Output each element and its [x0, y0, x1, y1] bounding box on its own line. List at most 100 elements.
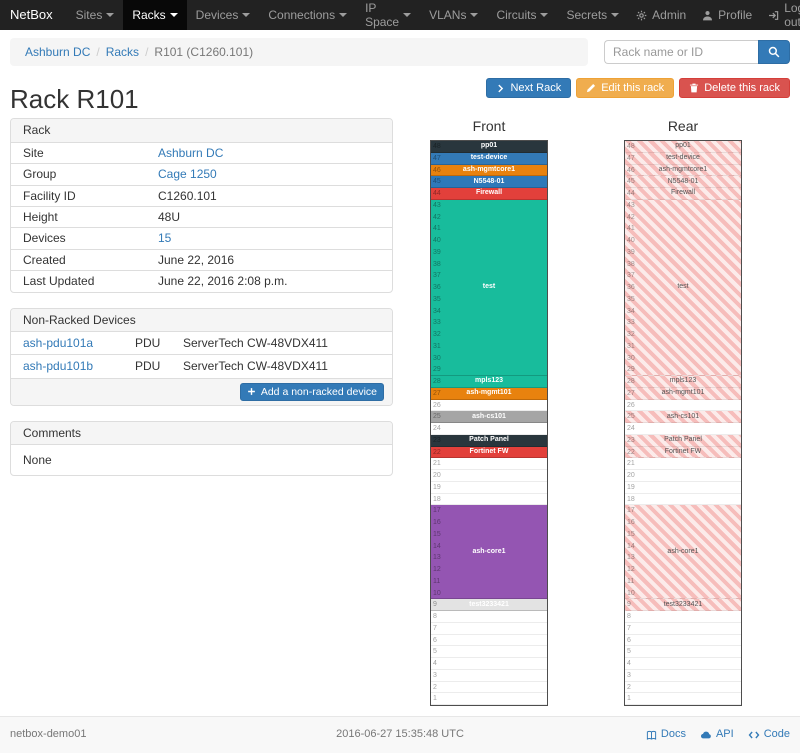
unit-number: 31	[433, 342, 441, 350]
unit-number: 9	[627, 601, 631, 609]
device-mpls123-front[interactable]: mpls123	[431, 376, 547, 388]
device-link-ash-pdu101b[interactable]: ash-pdu101b	[23, 359, 94, 374]
device-test-device-rear[interactable]: test-device	[625, 152, 741, 165]
nav-item-vlans[interactable]: VLANs	[420, 0, 487, 30]
unit-number: 24	[627, 425, 635, 433]
rack-unit-2	[625, 682, 741, 694]
front-elevation-column: Front 48 47 46 45 44 43 42 41 40 39 38 37 36 35 34 33 32…	[430, 118, 548, 707]
button-label: Edit this rack	[601, 82, 665, 95]
attribute-value-site[interactable]: Ashburn DC	[158, 145, 224, 160]
add-non-racked-device-button[interactable]: Add a non-racked device	[239, 382, 384, 401]
unit-number: 6	[627, 636, 631, 644]
plus-icon	[247, 387, 256, 396]
next-rack-button[interactable]: Next Rack	[486, 78, 572, 99]
device-patch-panel-rear[interactable]: Patch Panel	[625, 434, 741, 447]
breadcrumb-item-racks[interactable]: Racks	[105, 45, 140, 59]
unit-number: 18	[433, 495, 441, 503]
caret-down-icon	[540, 13, 549, 17]
non-racked-table: ash-pdu101a PDU ServerTech CW-48VDX411 ash-…	[11, 332, 392, 378]
search-button[interactable]	[758, 40, 790, 65]
unit-number: 8	[433, 613, 437, 621]
unit-number: 34	[433, 307, 441, 315]
device-fortinet-fw-front[interactable]: Fortinet FW	[431, 446, 547, 459]
unit-number: 13	[627, 554, 635, 562]
device-ash-mgmt101-front[interactable]: ash-mgmt101	[431, 387, 547, 400]
attribute-label: Facility ID	[23, 188, 76, 203]
rack-unit-6	[431, 635, 547, 647]
device-test3233421-front[interactable]: test3233421	[431, 599, 547, 612]
footer-timestamp: 2016-06-27 15:35:48 UTC	[336, 728, 464, 741]
attribute-value-group[interactable]: Cage 1250	[158, 167, 217, 182]
device-link-ash-pdu101a[interactable]: ash-pdu101a	[23, 335, 94, 350]
device-pp01-front[interactable]: pp01	[431, 141, 547, 153]
rack-unit-7	[625, 623, 741, 635]
device-ash-cs101-rear[interactable]: ash-cs101	[625, 411, 741, 424]
rack-unit-19	[625, 482, 741, 494]
nav-log-out-link[interactable]: Log out	[760, 0, 800, 30]
nav-item-devices[interactable]: Devices	[187, 0, 260, 30]
breadcrumb-item-ashburn-dc[interactable]: Ashburn DC	[25, 45, 91, 59]
footer-link-api[interactable]: API	[700, 728, 734, 741]
rack-unit-1	[431, 693, 547, 706]
device-test3233421-rear[interactable]: test3233421	[625, 599, 741, 612]
caret-down-icon	[470, 13, 479, 17]
unit-number: 48	[627, 143, 635, 151]
device-test-rear[interactable]: test	[625, 199, 741, 377]
chevron-right-icon	[496, 84, 505, 93]
brand-link[interactable]: NetBox	[10, 7, 53, 23]
rack-panel-title: Rack	[11, 119, 392, 143]
device-ash-core1-rear[interactable]: ash-core1	[625, 505, 741, 600]
device-n5548-01-rear[interactable]: N5548-01	[625, 176, 741, 189]
unit-number: 23	[433, 436, 441, 444]
attribute-value-devices[interactable]: 15	[158, 231, 172, 246]
nav-item-racks[interactable]: Racks	[123, 0, 187, 30]
caret-down-icon	[611, 13, 620, 17]
attribute-label: Height	[23, 209, 58, 224]
search-input[interactable]	[604, 40, 758, 65]
device-firewall-front[interactable]: Firewall	[431, 188, 547, 200]
unit-number: 32	[433, 331, 441, 339]
device-firewall-rear[interactable]: Firewall	[625, 188, 741, 200]
caret-down-icon	[403, 13, 412, 17]
device-ash-core1-front[interactable]: ash-core1	[431, 505, 547, 600]
device-n5548-01-front[interactable]: N5548-01	[431, 176, 547, 189]
unit-number: 25	[627, 413, 635, 421]
footer-link-code[interactable]: Code	[748, 728, 790, 741]
device-fortinet-fw-rear[interactable]: Fortinet FW	[625, 446, 741, 459]
non-racked-panel-title: Non-Racked Devices	[11, 308, 392, 332]
footer-link-docs[interactable]: Docs	[646, 728, 686, 741]
footer-links: Docs API Code	[570, 728, 790, 741]
nav-item-label: Racks	[132, 7, 166, 22]
device-pp01-rear[interactable]: pp01	[625, 141, 741, 153]
device-ash-mgmt101-rear[interactable]: ash-mgmt101	[625, 387, 741, 400]
device-ash-mgmtcore1-rear[interactable]: ash-mgmtcore1	[625, 164, 741, 177]
details-column: Rack Site Ashburn DC Group Cage 1250 Facilit…	[10, 118, 393, 706]
device-patch-panel-front[interactable]: Patch Panel	[431, 434, 547, 447]
device-ash-cs101-front[interactable]: ash-cs101	[431, 411, 547, 424]
edit-this-rack-button[interactable]: Edit this rack	[576, 78, 675, 99]
rack-unit-21	[431, 458, 547, 471]
pencil-icon	[586, 83, 596, 93]
unit-number: 36	[433, 284, 441, 292]
nav-profile-link[interactable]: Profile	[694, 0, 760, 30]
device-ash-mgmtcore1-front[interactable]: ash-mgmtcore1	[431, 164, 547, 177]
nav-item-connections[interactable]: Connections	[259, 0, 356, 30]
delete-this-rack-button[interactable]: Delete this rack	[679, 78, 790, 99]
unit-number: 21	[433, 460, 441, 468]
nav-item-secrets[interactable]: Secrets	[557, 0, 628, 30]
rack-unit-7	[431, 623, 547, 635]
page-header: Rack R101 Next Rack Edit this rack Delete …	[10, 78, 790, 112]
device-test-front[interactable]: test	[431, 199, 547, 377]
unit-number: 36	[627, 284, 635, 292]
device-test-device-front[interactable]: test-device	[431, 152, 547, 165]
nav-item-label: IP Space	[365, 0, 400, 29]
attribute-value-height: 48U	[158, 209, 181, 224]
navbar: NetBox Sites Racks Devices Connections IP Sp…	[0, 0, 800, 30]
nav-admin-link[interactable]: Admin	[628, 0, 694, 30]
attribute-label: Site	[23, 145, 44, 160]
nav-item-sites[interactable]: Sites	[67, 0, 124, 30]
unit-number: 22	[627, 448, 635, 456]
device-mpls123-rear[interactable]: mpls123	[625, 376, 741, 388]
nav-item-ip-space[interactable]: IP Space	[356, 0, 420, 30]
nav-item-circuits[interactable]: Circuits	[487, 0, 557, 30]
